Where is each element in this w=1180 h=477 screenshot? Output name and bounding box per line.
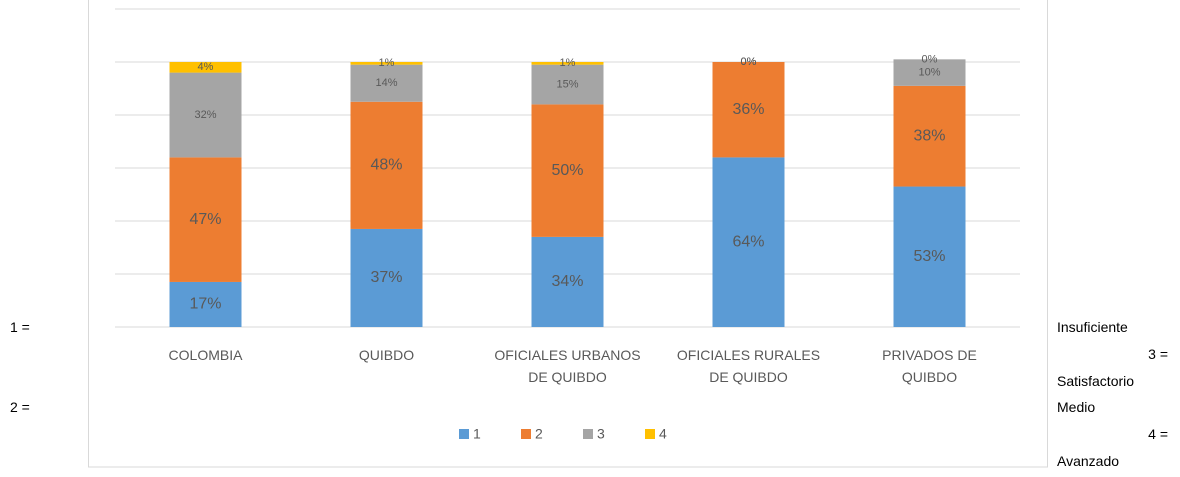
note: 2 = bbox=[10, 399, 30, 415]
data-label: 14% bbox=[375, 77, 397, 89]
data-label: 50% bbox=[551, 162, 583, 179]
note: 4 = bbox=[1148, 426, 1168, 442]
data-label: 10% bbox=[918, 67, 940, 79]
legend-label: 3 bbox=[597, 426, 605, 442]
data-label: 17% bbox=[189, 296, 221, 313]
legend-swatch bbox=[521, 429, 531, 439]
bar-segment bbox=[893, 59, 966, 86]
bar-segment bbox=[531, 104, 604, 237]
data-label: 36% bbox=[732, 101, 764, 118]
data-label: 34% bbox=[551, 273, 583, 290]
legend-swatch bbox=[459, 429, 469, 439]
bar-segment bbox=[169, 281, 242, 327]
data-label: 1% bbox=[560, 57, 576, 69]
legend-label: 2 bbox=[535, 426, 543, 442]
note: 3 = bbox=[1148, 346, 1168, 362]
data-label: 4% bbox=[198, 61, 214, 73]
data-label: 48% bbox=[370, 157, 402, 174]
note: Insuficiente bbox=[1057, 319, 1128, 335]
x-tick-label: PRIVADOS DE QUIBDO bbox=[882, 347, 977, 385]
data-label: 0% bbox=[741, 56, 757, 68]
note: Medio bbox=[1057, 399, 1096, 415]
bar-segment bbox=[169, 157, 242, 282]
bar-segment bbox=[531, 64, 604, 105]
bar-segment bbox=[531, 62, 604, 65]
bar-segment bbox=[893, 186, 966, 327]
data-label: 32% bbox=[194, 109, 216, 121]
x-tick-label: OFICIALES RURALES DE QUIBDO bbox=[677, 347, 820, 385]
data-label: 15% bbox=[556, 78, 578, 90]
data-label: 64% bbox=[732, 233, 764, 250]
note: Avanzado bbox=[1057, 453, 1120, 469]
bar-segment bbox=[531, 236, 604, 327]
data-label: 47% bbox=[189, 211, 221, 228]
legend-swatch bbox=[645, 429, 655, 439]
data-label: 53% bbox=[913, 248, 945, 265]
x-tick-label: QUIBDO bbox=[359, 347, 414, 363]
data-label: 0% bbox=[922, 53, 938, 65]
bar-segment bbox=[350, 62, 423, 65]
bar-segment bbox=[350, 228, 423, 327]
bar-segment bbox=[712, 62, 785, 158]
bar-segment bbox=[169, 72, 242, 158]
legend-label: 4 bbox=[659, 426, 667, 442]
legend-swatch bbox=[583, 429, 593, 439]
x-tick-label: OFICIALES URBANOS DE QUIBDO bbox=[494, 347, 640, 385]
bar-segment bbox=[893, 85, 966, 187]
data-label: 1% bbox=[379, 57, 395, 69]
bar-segment bbox=[350, 64, 423, 102]
data-label: 0% bbox=[741, 56, 757, 68]
note: 1 = bbox=[10, 319, 30, 335]
bar-segment bbox=[169, 62, 242, 73]
bar-segment bbox=[350, 101, 423, 229]
x-tick-label: COLOMBIA bbox=[169, 347, 244, 363]
bar-segment bbox=[712, 157, 785, 327]
legend-label: 1 bbox=[473, 426, 481, 442]
data-label: 38% bbox=[913, 127, 945, 144]
data-label: 37% bbox=[370, 269, 402, 286]
note: Satisfactorio bbox=[1057, 373, 1135, 389]
